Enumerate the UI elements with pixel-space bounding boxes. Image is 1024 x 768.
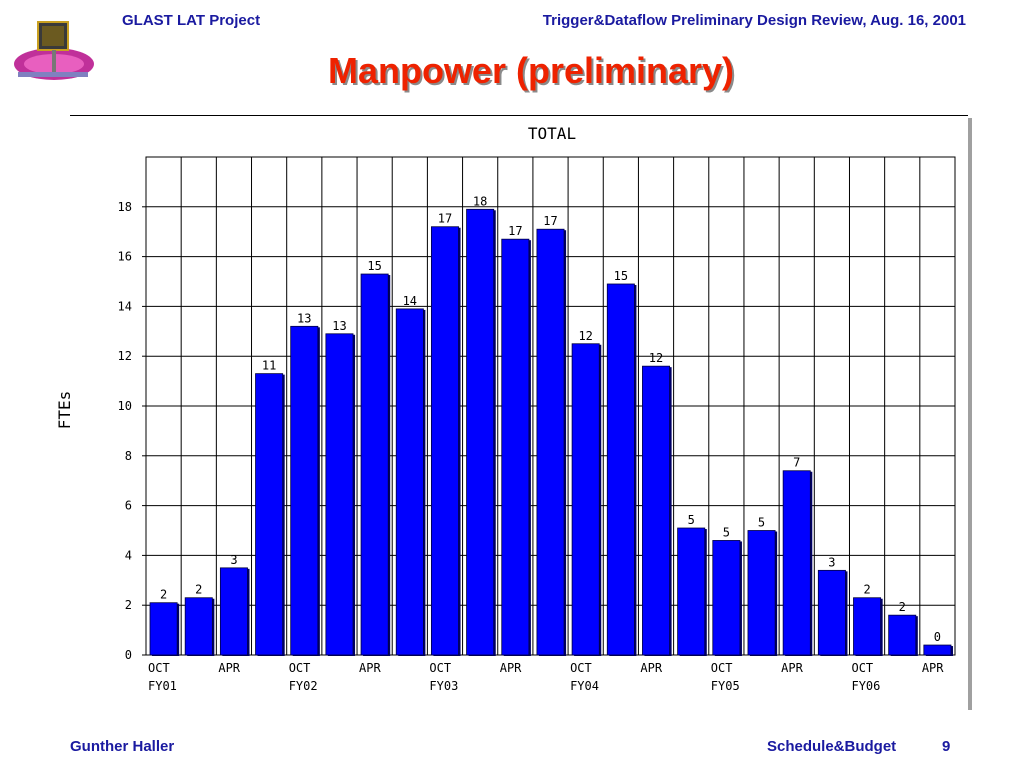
bar [853,597,882,656]
bar-value-label: 7 [793,456,800,470]
bar [501,238,530,656]
bar [360,273,389,656]
x-tick-label-fiscal-year: FY05 [711,679,740,693]
x-tick-label-month: OCT [570,661,592,675]
x-tick-label-month: APR [500,661,522,675]
bar-value-label: 13 [332,319,346,333]
x-tick-label-month: APR [640,661,662,675]
y-tick-label: 2 [125,598,132,612]
bar [677,527,706,656]
y-tick-label: 6 [125,499,132,513]
bar [747,530,776,656]
bar [712,540,741,656]
bar-value-label: 5 [758,516,765,530]
slide-title: Manpower (preliminary) [327,50,735,91]
y-tick-label: 12 [118,349,132,363]
x-tick-label-fiscal-year: FY04 [570,679,599,693]
y-axis-label: FTEs [55,391,74,430]
bar-value-label: 13 [297,311,311,325]
bar-value-label: 15 [367,259,381,273]
glast-satellite-logo-icon [14,21,94,80]
bar-value-label: 0 [934,630,941,644]
bar [395,308,424,656]
bar [466,208,495,656]
chart-title: TOTAL [528,124,576,143]
y-tick-label: 10 [118,399,132,413]
x-tick-label-month: APR [218,661,240,675]
bar-value-label: 12 [578,329,592,343]
x-tick-label-fiscal-year: FY03 [429,679,458,693]
bar-value-label: 5 [688,513,695,527]
x-tick-label-fiscal-year: FY02 [289,679,318,693]
y-tick-label: 16 [118,250,132,264]
bar-value-label: 2 [195,583,202,597]
bar-value-label: 12 [649,351,663,365]
x-tick-label-month: OCT [429,661,451,675]
chart-frame-edge [968,118,972,710]
x-tick-label-month: APR [359,661,381,675]
bar-value-label: 17 [438,212,452,226]
bar-value-label: 5 [723,525,730,539]
bar-value-label: 2 [863,583,870,597]
bar [817,569,846,656]
title-rule [70,115,968,116]
bar [430,226,459,656]
bar [888,614,917,656]
bar-value-label: 11 [262,359,276,373]
bar-value-label: 2 [899,600,906,614]
bar [255,373,284,656]
y-tick-label: 8 [125,449,132,463]
bar-value-label: 18 [473,194,487,208]
bar-value-label: 17 [508,224,522,238]
bar-value-label: 15 [614,269,628,283]
x-tick-label-month: APR [781,661,803,675]
bar [923,644,952,656]
bar-value-label: 17 [543,214,557,228]
x-tick-label-month: OCT [711,661,733,675]
x-tick-label-month: OCT [851,661,873,675]
bar [536,228,565,656]
project-name: GLAST LAT Project [122,12,261,29]
bar [782,470,811,656]
bar-value-label: 3 [230,553,237,567]
page-number: 9 [942,738,951,755]
bar [290,325,319,656]
x-tick-label-fiscal-year: FY06 [851,679,880,693]
bar [571,343,600,656]
y-tick-label: 14 [118,299,132,313]
x-tick-label-month: OCT [148,661,170,675]
bar [606,283,635,656]
footer-section: Schedule&Budget [767,738,897,755]
review-title: Trigger&Dataflow Preliminary Design Revi… [542,12,966,29]
bar-value-label: 2 [160,588,167,602]
y-tick-label: 18 [118,200,132,214]
x-tick-label-fiscal-year: FY01 [148,679,177,693]
footer-author: Gunther Haller [70,738,175,755]
bar [184,597,213,656]
bar-value-label: 14 [403,294,417,308]
y-tick-label: 0 [125,648,132,662]
y-tick-label: 4 [125,548,132,562]
bar [325,333,354,656]
bar-value-label: 3 [828,555,835,569]
bar [219,567,248,656]
x-tick-label-month: OCT [289,661,311,675]
bar [149,602,178,656]
manpower-chart: TOTAL FTEs 2 2 3 11 13 13 15 14 17 18 17 17 12 15 12 5 5… [55,118,972,710]
x-tick-label-month: APR [922,661,944,675]
bar [642,365,671,656]
